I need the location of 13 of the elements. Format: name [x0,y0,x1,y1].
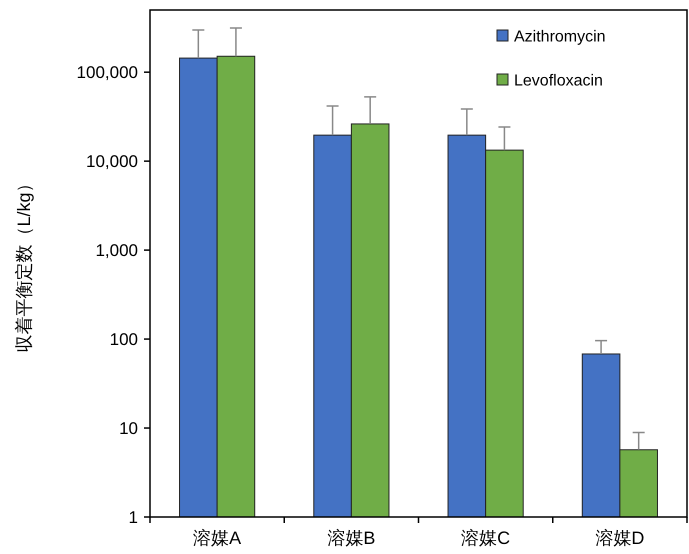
y-tick-label: 1,000 [95,241,138,260]
x-tick-label: 溶媒B [327,528,376,548]
x-tick-label: 溶媒A [193,528,242,548]
y-tick-label: 100 [110,330,138,350]
legend-label: Azithromycin [514,28,606,46]
y-tick-label: 10 [119,418,138,438]
y-axis-title: 収着平衡定数（L/kg） [14,174,34,353]
x-tick-label: 溶媒D [595,528,644,548]
legend-label: Levofloxacin [514,72,603,90]
y-tick-label: 1 [128,508,138,527]
x-tick-label: 溶媒C [461,528,510,548]
y-tick-label: 10,000 [86,152,138,172]
y-tick-label: 100,000 [76,63,138,82]
